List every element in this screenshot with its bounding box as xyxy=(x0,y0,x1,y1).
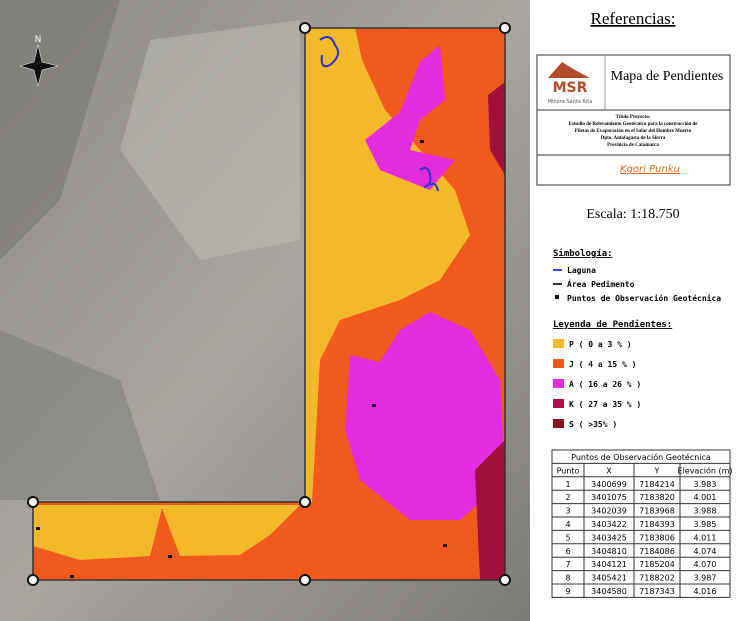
symbology-item: Puntos de Observación Geotécnica xyxy=(567,293,721,303)
table-cell: 3403422 xyxy=(591,520,627,529)
table-cell: 3405421 xyxy=(591,574,627,583)
table-cell: 7183820 xyxy=(639,493,675,502)
table-cell: 7185204 xyxy=(639,560,675,569)
north-label: N xyxy=(35,35,42,45)
slope-swatch xyxy=(553,419,564,428)
table-header: Punto xyxy=(557,466,580,475)
slope-swatch xyxy=(553,379,564,388)
slope-swatch xyxy=(553,399,564,408)
table-cell: 5 xyxy=(565,533,570,542)
slope-item: S ( >35% ) xyxy=(569,420,617,429)
table-cell: 1 xyxy=(565,480,570,489)
slope-swatch xyxy=(553,359,564,368)
table-cell: 2 xyxy=(565,493,570,502)
table-cell: 6 xyxy=(565,547,570,556)
table-title: Puntos de Observación Geotécnica xyxy=(571,452,711,462)
project-line: Dpto. Antofagasta de la Sierra xyxy=(601,136,666,141)
table-cell: 4.001 xyxy=(694,493,717,502)
symbology-item: Laguna xyxy=(567,266,596,275)
table-cell: 9 xyxy=(565,587,570,596)
table-cell: 4.011 xyxy=(694,533,717,542)
table-cell: 3 xyxy=(565,507,570,516)
slopes-title: Leyenda de Pendientes: xyxy=(553,319,672,330)
table-header: Y xyxy=(654,466,660,475)
table-frame xyxy=(551,449,731,598)
project-line: Estudio de Relevamiento Geotécnico para … xyxy=(568,122,698,127)
symbology-item: Área Pedimento xyxy=(567,278,635,289)
table-cell: 7184393 xyxy=(639,520,675,529)
table-cell: 4 xyxy=(565,520,570,529)
table-cell: 4.070 xyxy=(694,560,717,569)
table-cell: 7184214 xyxy=(639,480,675,489)
slope-item: A ( 16 a 26 % ) xyxy=(569,380,641,389)
logo-subtitle: Minera Santa Rita xyxy=(548,99,593,105)
slope-item: J ( 4 a 15 % ) xyxy=(569,360,636,369)
table-cell: 8 xyxy=(565,574,570,583)
table-cell: 7183806 xyxy=(639,533,675,542)
table-cell: 7188202 xyxy=(639,574,675,583)
project-line: Piletas de Evaporación en el Salar del H… xyxy=(575,129,692,134)
slope-item: K ( 27 a 35 % ) xyxy=(569,400,641,409)
table-cell: 3403425 xyxy=(591,533,627,542)
table-cell: 7 xyxy=(565,560,570,569)
table-cell: 3.983 xyxy=(694,480,717,489)
table-cell: 7184086 xyxy=(639,547,675,556)
logo-text: MSR xyxy=(553,80,588,96)
company: Kgori Punku xyxy=(620,164,680,175)
table-cell: 3.985 xyxy=(694,520,717,529)
map: N xyxy=(0,0,530,621)
table-cell: 3404810 xyxy=(591,547,627,556)
table-cell: 4.016 xyxy=(694,587,717,596)
table-cell: 3.988 xyxy=(694,507,717,516)
table-cell: 7187343 xyxy=(639,587,675,596)
table-cell: 3404121 xyxy=(591,560,627,569)
symbology-title: Simbología: xyxy=(553,248,613,259)
table-cell: 7183968 xyxy=(639,507,675,516)
scale: Escala: 1:18.750 xyxy=(586,207,679,222)
table-cell: 4.074 xyxy=(694,547,717,556)
references-title: Referencias: xyxy=(591,9,676,28)
table-cell: 3401075 xyxy=(591,493,627,502)
map-title: Mapa de Pendientes xyxy=(611,69,724,84)
slope-swatch xyxy=(553,339,564,348)
project-line: Título Proyecto: xyxy=(616,115,651,120)
table-cell: 3400699 xyxy=(591,480,627,489)
table-header: Elevación (m) xyxy=(678,465,733,475)
table-cell: 3.987 xyxy=(694,574,717,583)
project-line: Provincia de Catamarca xyxy=(607,143,659,148)
table-header: X xyxy=(606,466,612,475)
slope-item: P ( 0 a 3 % ) xyxy=(569,340,632,349)
table-cell: 3404580 xyxy=(591,587,627,596)
legend-panel: Referencias: MSR Minera Santa Rita Mapa … xyxy=(536,9,733,598)
table-cell: 3402039 xyxy=(591,507,627,516)
